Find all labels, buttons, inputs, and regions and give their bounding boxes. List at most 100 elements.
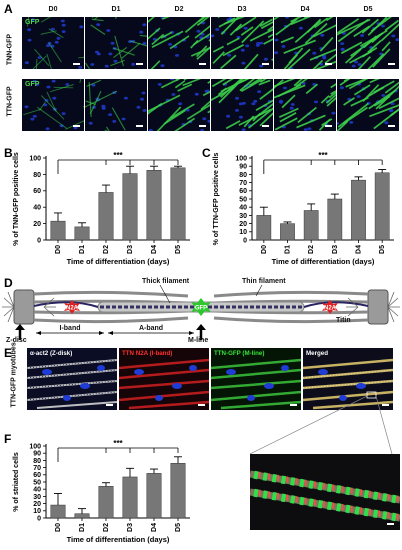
z-disc-left: [13, 289, 35, 325]
y-axis-label: % of TNN-GFP positive cells: [13, 152, 20, 246]
col-label-d4: D4: [300, 6, 310, 13]
micrograph-ttn-gfp-d3: [211, 79, 273, 131]
panel-label-f: F: [4, 432, 12, 446]
bar-d5: [170, 463, 186, 519]
zoom-lines: [249, 396, 393, 455]
x-tick-label-d5: D5: [175, 523, 182, 532]
i-band-label: I-band: [60, 325, 81, 332]
micrograph-tnn-gfp-d2: [148, 17, 210, 69]
micrograph-tnn-gfp-d3: [211, 17, 273, 69]
row-label-ttn-gfp-myotubes: TTN-GFP myotubes: [10, 342, 18, 408]
bar-d3: [327, 198, 343, 241]
sarcomere-diagram: N2A N2A GFP Thick filament Thin filament…: [2, 278, 400, 340]
bar-d5: [170, 167, 186, 241]
scale-bar-e2: [198, 404, 205, 406]
titin-left: [33, 301, 99, 308]
y-tick-label: 100: [29, 443, 41, 450]
gfp-label: GFP: [195, 306, 207, 312]
x-axis-label: Time of differentiation (days): [67, 257, 170, 266]
col-label-d2: D2: [174, 6, 184, 13]
col-label-d0: D0: [48, 6, 58, 13]
bar-d3: [122, 173, 138, 241]
micrograph-ttn-gfp-d0: GFP: [22, 79, 84, 131]
gfp-tag: GFP: [25, 81, 40, 88]
bar-d3: [122, 476, 138, 519]
x-tick-label-d2: D2: [103, 245, 110, 254]
bar-d0: [256, 215, 272, 241]
y-tick-label: 20: [33, 221, 41, 228]
titin-label: Titin: [336, 317, 351, 324]
scale-bar: [262, 125, 269, 127]
bar-d0: [50, 220, 66, 241]
bar-d4: [146, 170, 162, 241]
significance-label: ***: [113, 151, 123, 160]
scale-bar-e4: [382, 404, 389, 406]
y-axis-label: % of TTN-GFP positive cells: [213, 152, 220, 245]
x-tick-label-d5: D5: [379, 245, 386, 254]
y-tick-label: 50: [33, 479, 41, 486]
y-axis-label: % of striated cells: [13, 452, 20, 512]
x-axis-label: Time of differentiation (days): [272, 257, 375, 266]
micrograph-ttn-gfp-d1: [85, 79, 147, 131]
y-tick-label: 20: [33, 501, 41, 508]
micrograph-tnn-gfp-d0: GFP: [22, 17, 84, 69]
scale-bar: [325, 125, 332, 127]
micrograph-merged: Merged: [303, 348, 393, 410]
y-tick-label: 0: [37, 237, 41, 244]
y-tick-label: 60: [33, 472, 41, 479]
scale-bar-e3: [290, 404, 297, 406]
panel-label-e: E: [4, 346, 13, 360]
y-tick-label: 0: [243, 237, 247, 244]
row-label-ttn-gfp: TTN-GFP: [6, 86, 14, 117]
bar-d4: [146, 473, 162, 519]
y-tick-label: 10: [239, 229, 247, 236]
micrograph-ttn-n2a: TTN N2A (I-band): [119, 348, 209, 410]
x-tick-label-d2: D2: [103, 523, 110, 532]
x-tick-label-d1: D1: [79, 245, 86, 254]
title-ttn-n2a: TTN N2A (I-band): [122, 350, 173, 357]
micrograph-ttn-gfp: TTN-GFP (M-line): [211, 348, 301, 410]
y-tick-label: 50: [239, 196, 247, 203]
bar-d4: [351, 179, 366, 241]
x-tick-label-d2: D2: [308, 245, 315, 254]
panel-label-d: D: [4, 276, 13, 290]
chart-b: 0 20 40 60 80 100 D0 D1 D2 D3 D4 D5 *** % of TNN-GFP …: [13, 151, 190, 266]
thick-filament-label: Thick filament: [142, 278, 190, 285]
bar-d2: [98, 192, 114, 241]
scale-bar: [73, 125, 80, 127]
y-tick-label: 30: [33, 494, 41, 501]
significance-label: ***: [113, 439, 123, 448]
x-tick-label-d4: D4: [151, 245, 158, 254]
x-tick-label-d3: D3: [127, 523, 134, 532]
micrograph-ttn-gfp-d2: [148, 79, 210, 131]
col-label-d3: D3: [237, 6, 247, 13]
panel-label-b: B: [4, 146, 13, 160]
micrograph-tnn-gfp-d4: [274, 17, 336, 69]
y-tick-label: 80: [239, 172, 247, 179]
significance-label: ***: [318, 151, 328, 160]
x-tick-label-d1: D1: [79, 523, 86, 532]
x-axis-label: Time of differentiation (days): [67, 535, 170, 544]
n2a-label-right: N2A: [324, 306, 337, 312]
x-tick-label-d4: D4: [151, 523, 158, 532]
scale-bar: [136, 63, 143, 65]
y-tick-label: 40: [33, 487, 41, 494]
bar-d0: [50, 504, 66, 519]
bar-d2: [98, 486, 114, 519]
y-tick-label: 90: [239, 164, 247, 171]
y-tick-label: 40: [239, 205, 247, 212]
x-tick-label-d3: D3: [332, 245, 339, 254]
y-tick-label: 0: [37, 515, 41, 522]
y-tick-label: 70: [239, 180, 247, 187]
n2a-star-left: [64, 300, 80, 314]
x-tick-label-d0: D0: [261, 245, 268, 254]
micrograph-tnn-gfp-d1: [85, 17, 147, 69]
z-disc-right: [367, 289, 389, 325]
scale-bar: [388, 63, 395, 65]
bar-d5: [374, 172, 390, 241]
x-tick-label-d0: D0: [55, 523, 62, 532]
x-tick-label-d1: D1: [285, 245, 292, 254]
thin-filament-label: Thin filament: [242, 278, 286, 285]
